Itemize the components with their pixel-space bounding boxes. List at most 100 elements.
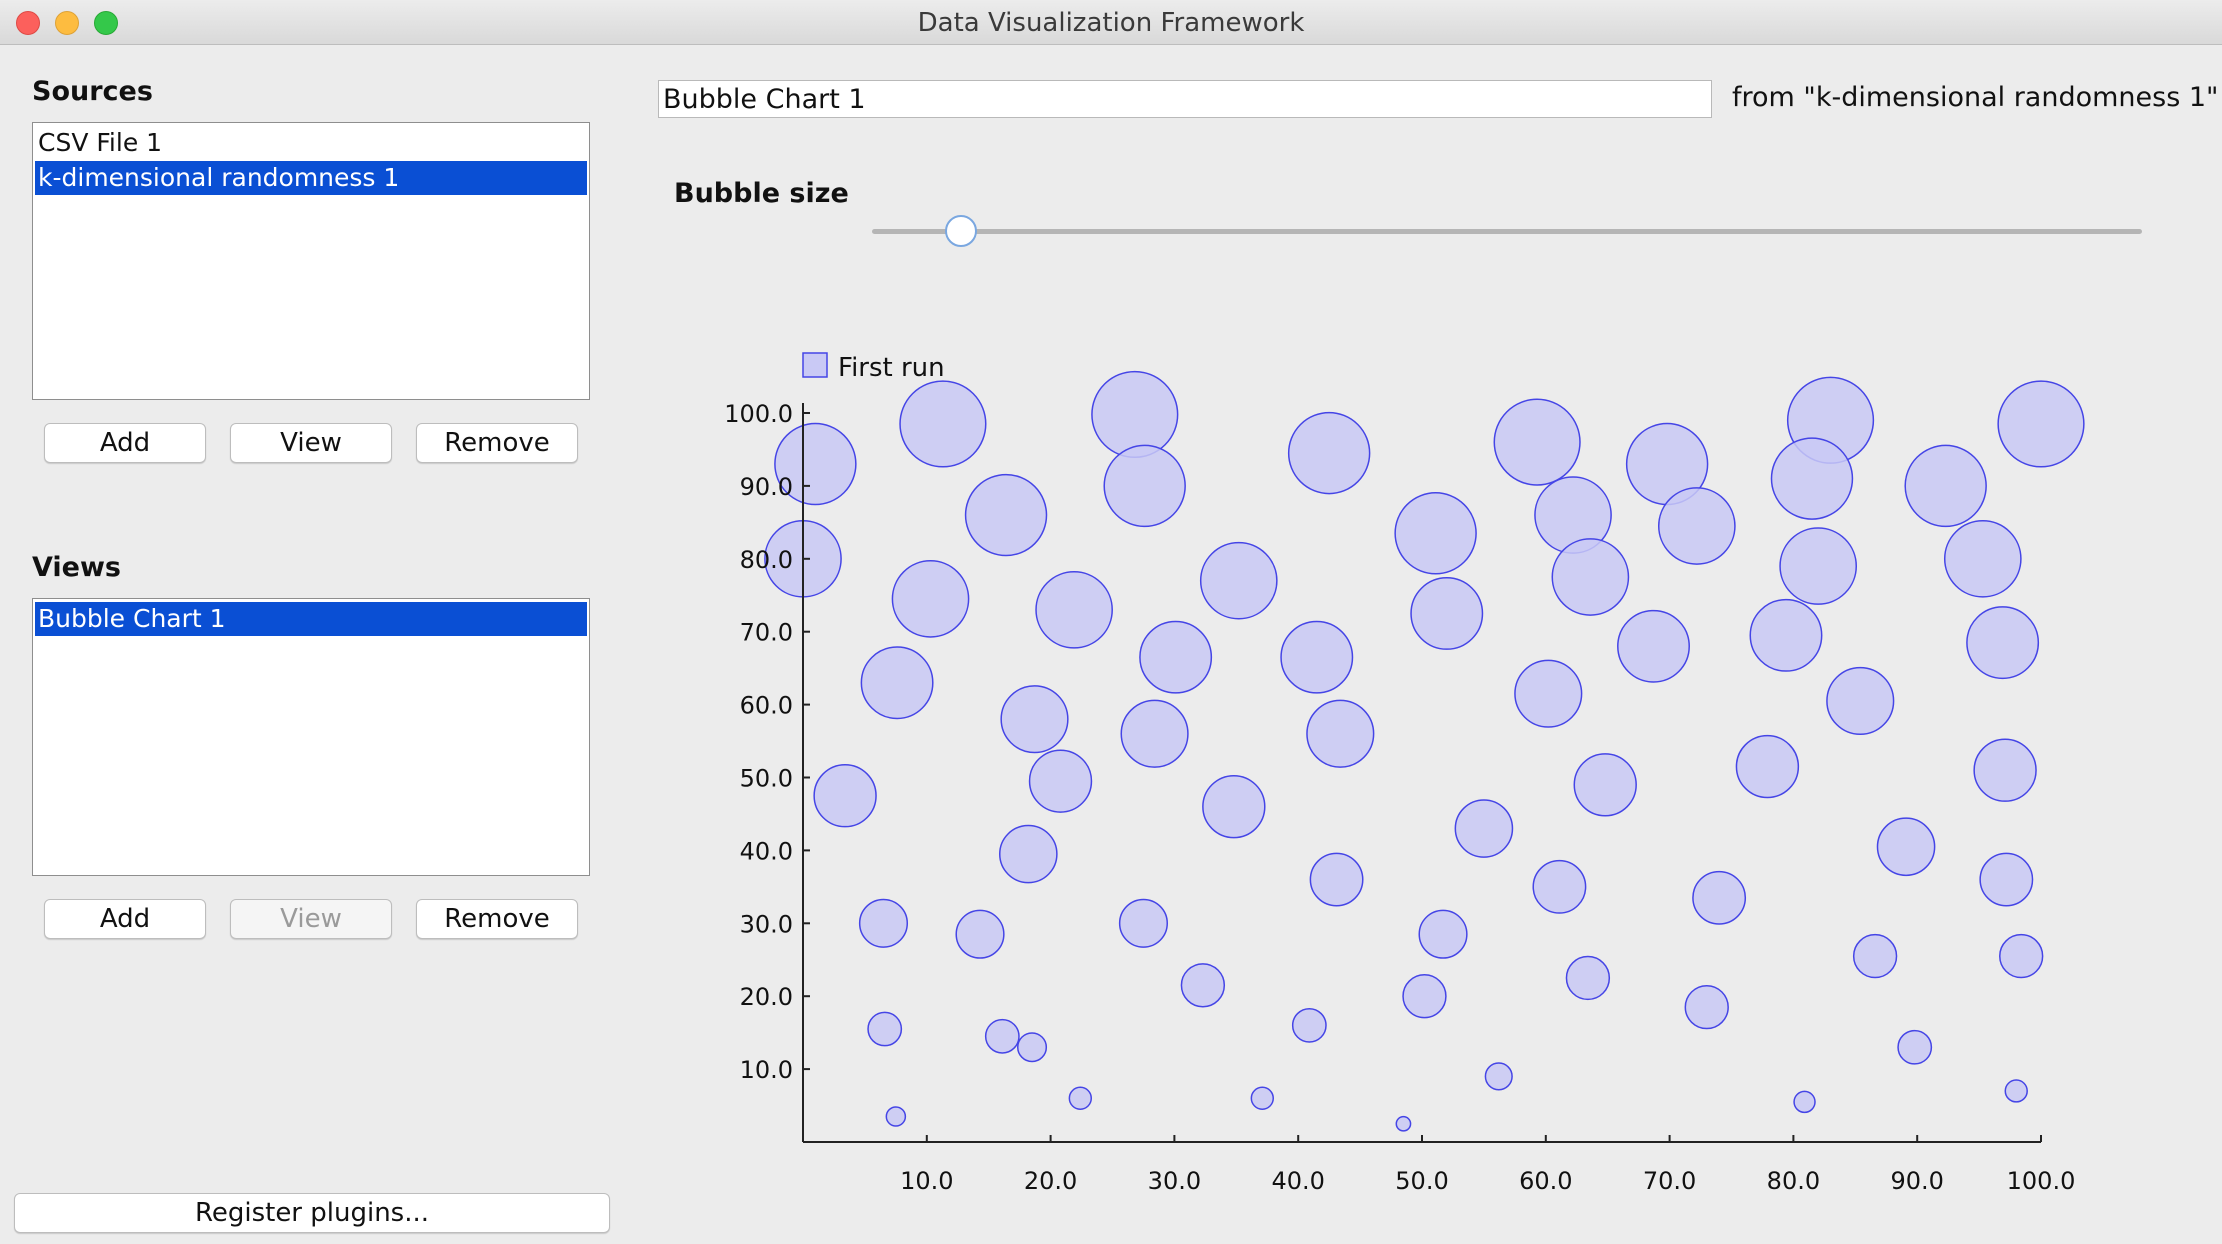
sources-view-button[interactable]: View — [230, 423, 392, 463]
bubble — [1016, 1032, 1048, 1063]
bubble-size-label: Bubble size — [674, 178, 849, 209]
bubble — [891, 560, 970, 638]
legend-swatch — [802, 352, 828, 378]
view-item-bubble-chart[interactable]: Bubble Chart 1 — [35, 602, 587, 636]
bubble — [1402, 974, 1447, 1019]
bubble — [1532, 859, 1587, 914]
bubble — [813, 764, 877, 828]
bubble — [955, 909, 1005, 959]
bubble — [1617, 609, 1690, 683]
minimize-window-button[interactable] — [55, 11, 79, 35]
zoom-window-button[interactable] — [94, 11, 118, 35]
bubble — [1309, 852, 1364, 907]
bubble — [1979, 852, 2034, 907]
bubble — [1118, 898, 1169, 948]
views-heading: Views — [32, 552, 122, 583]
bubble — [1394, 492, 1477, 575]
y-tick-label: 10.0 — [740, 1056, 793, 1084]
bubble — [1565, 955, 1611, 1001]
views-remove-button[interactable]: Remove — [416, 899, 578, 939]
bubble — [1793, 1090, 1816, 1114]
bubble — [1280, 620, 1354, 694]
x-tick-label: 100.0 — [2007, 1167, 2076, 1195]
bubble — [1291, 1007, 1327, 1043]
y-tick-label: 30.0 — [740, 910, 793, 938]
bubble — [1573, 753, 1637, 817]
bubble — [1091, 370, 1179, 459]
bubble — [860, 646, 934, 720]
y-tick-label: 70.0 — [740, 619, 793, 647]
bubble — [984, 1018, 1020, 1054]
bubble — [1120, 699, 1189, 768]
bubble — [1199, 541, 1278, 620]
bubble — [1103, 444, 1186, 528]
bubble — [1418, 909, 1468, 959]
title-bar: Data Visualization Framework — [0, 0, 2222, 45]
x-tick-label: 40.0 — [1271, 1167, 1324, 1195]
bubble — [885, 1106, 907, 1127]
window-title: Data Visualization Framework — [917, 8, 1305, 38]
sources-add-button[interactable]: Add — [44, 423, 206, 463]
bubble — [1684, 984, 1729, 1030]
x-tick-label: 70.0 — [1643, 1167, 1696, 1195]
bubble — [1749, 598, 1823, 672]
x-tick-label: 90.0 — [1890, 1167, 1943, 1195]
close-window-button[interactable] — [16, 11, 40, 35]
sources-remove-button[interactable]: Remove — [416, 423, 578, 463]
sources-heading: Sources — [32, 76, 153, 107]
bubble — [1139, 620, 1213, 694]
bubble — [1484, 1062, 1513, 1091]
bubble — [1514, 659, 1583, 728]
bubble — [964, 473, 1048, 557]
views-list[interactable]: Bubble Chart 1 — [32, 598, 590, 876]
y-tick-label: 50.0 — [740, 765, 793, 793]
bubble — [1000, 685, 1069, 754]
bubble — [1997, 380, 2085, 468]
bubble — [1306, 699, 1375, 768]
bubble-size-slider[interactable] — [872, 229, 2142, 234]
y-tick-label: 100.0 — [724, 400, 793, 428]
x-tick-label: 50.0 — [1395, 1167, 1448, 1195]
x-tick-label: 10.0 — [900, 1167, 953, 1195]
bubble — [1551, 538, 1630, 616]
y-tick-label: 80.0 — [740, 546, 793, 574]
x-tick-label: 60.0 — [1519, 1167, 1572, 1195]
bubble — [1068, 1086, 1093, 1110]
bubble — [1692, 870, 1747, 925]
bubble — [1999, 933, 2044, 979]
bubble — [858, 898, 909, 948]
bubble — [2004, 1079, 2028, 1103]
bubble — [1852, 933, 1898, 979]
bubble — [1779, 527, 1858, 605]
bubble — [774, 422, 857, 506]
bubble — [1250, 1086, 1274, 1110]
chart-name-field[interactable]: Bubble Chart 1 — [658, 80, 1712, 118]
register-plugins-button[interactable]: Register plugins... — [14, 1193, 610, 1233]
sources-list[interactable]: CSV File 1 k-dimensional randomness 1 — [32, 122, 590, 400]
source-item-csv-file[interactable]: CSV File 1 — [38, 128, 163, 157]
bubble — [1904, 444, 1987, 528]
bubble — [1897, 1029, 1933, 1065]
views-add-button[interactable]: Add — [44, 899, 206, 939]
x-tick-label: 30.0 — [1148, 1167, 1201, 1195]
bubble — [1035, 570, 1113, 649]
bubble — [1966, 606, 2040, 680]
x-tick-label: 80.0 — [1767, 1167, 1820, 1195]
bubble-size-slider-knob[interactable] — [944, 215, 977, 247]
y-tick-label: 20.0 — [740, 983, 793, 1011]
bubble — [1287, 411, 1371, 495]
bubble — [1410, 577, 1484, 650]
bubble — [1770, 437, 1854, 520]
bubble — [1735, 734, 1800, 799]
bubble — [1973, 738, 2037, 802]
y-tick-label: 40.0 — [740, 837, 793, 865]
bubble — [1943, 519, 2022, 598]
bubble — [1493, 398, 1581, 486]
bubble — [1395, 1115, 1412, 1132]
source-item-k-dimensional-randomness[interactable]: k-dimensional randomness 1 — [35, 161, 587, 195]
bubble — [1876, 817, 1936, 877]
y-tick-label: 60.0 — [740, 692, 793, 720]
x-tick-label: 20.0 — [1024, 1167, 1077, 1195]
bubble — [899, 380, 987, 468]
bubble — [1454, 799, 1514, 858]
